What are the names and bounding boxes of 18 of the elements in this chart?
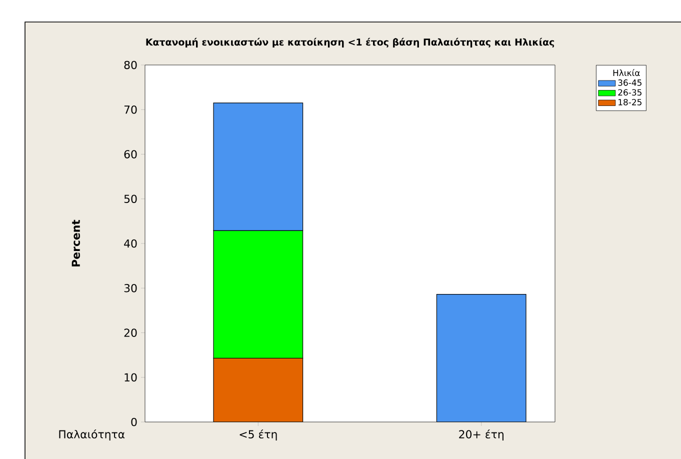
- legend-title: Ηλικία: [613, 69, 640, 76]
- legend-label: 18-25: [618, 98, 642, 106]
- x-tick-label: <5 έτη: [240, 430, 277, 441]
- y-tick-label: 30: [124, 284, 137, 292]
- y-axis-title: Percent: [72, 220, 80, 266]
- legend-label: 26-35: [618, 89, 642, 96]
- y-tick-label: 40: [124, 239, 137, 248]
- y-tick-label: 20: [124, 328, 137, 337]
- y-tick-label: 70: [124, 105, 137, 114]
- x-tick-label: 20+ έτη: [459, 430, 504, 441]
- chart-title: Κατανομή ενοικιαστών με κατοίκηση <1 έτος βάση Παλαιότητας και Ηλικίας: [146, 38, 554, 48]
- y-tick-label: 50: [124, 194, 137, 204]
- y-tick-label: 0: [131, 418, 137, 426]
- y-tick-label: 10: [124, 373, 137, 382]
- legend-label: 36-45: [618, 79, 642, 86]
- y-tick-label: 60: [124, 150, 137, 158]
- y-tick-label: 80: [124, 60, 137, 70]
- x-axis-title: Παλαιότητα: [59, 430, 125, 441]
